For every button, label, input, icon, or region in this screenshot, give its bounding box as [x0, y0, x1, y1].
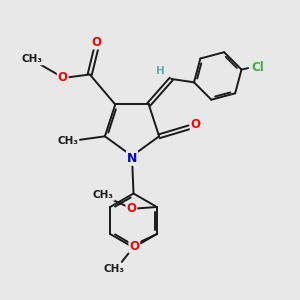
Text: CH₃: CH₃ [58, 136, 79, 146]
Text: CH₃: CH₃ [93, 190, 114, 200]
Text: Cl: Cl [252, 61, 264, 74]
Text: O: O [58, 71, 68, 84]
Text: N: N [127, 152, 137, 165]
Text: CH₃: CH₃ [21, 54, 42, 64]
Text: O: O [129, 239, 140, 253]
Text: O: O [191, 118, 201, 131]
Text: H: H [156, 65, 165, 76]
Text: O: O [126, 202, 136, 215]
Text: O: O [91, 35, 101, 49]
Text: CH₃: CH₃ [103, 264, 124, 274]
